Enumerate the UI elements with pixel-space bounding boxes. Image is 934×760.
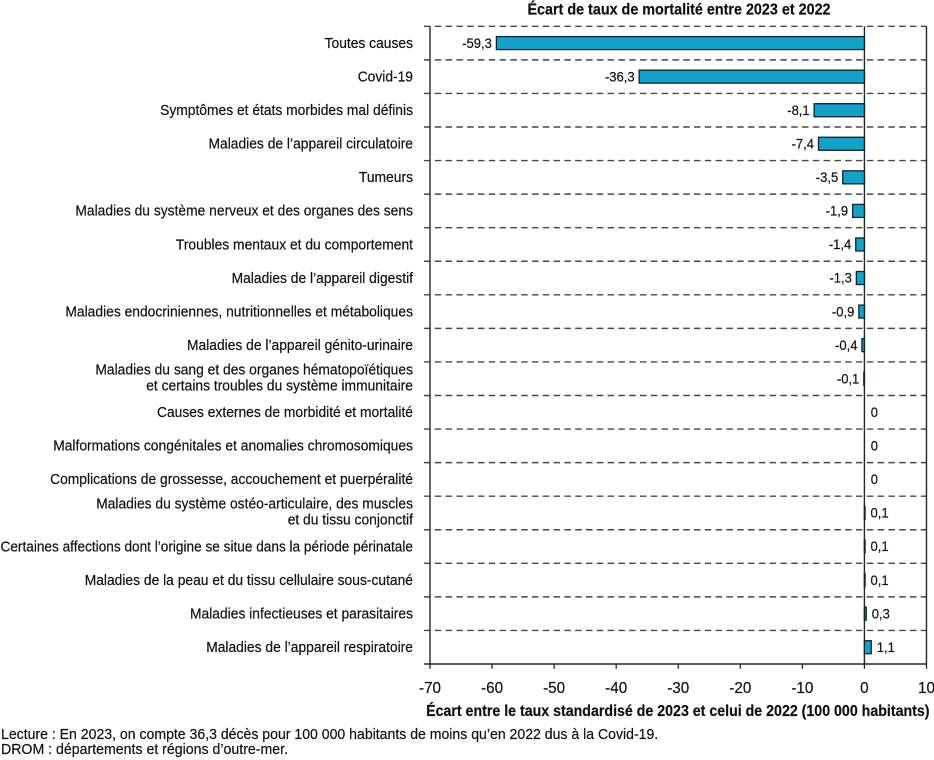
svg-text:-1,4: -1,4 [829,236,852,252]
svg-text:0,1: 0,1 [871,538,889,554]
svg-text:Écart entre le taux standardis: Écart entre le taux standardisé de 2023 … [426,703,929,720]
svg-text:-70: -70 [419,680,441,697]
svg-text:Maladies du sang et des organe: Maladies du sang et des organes hématopo… [95,361,413,378]
svg-text:0: 0 [871,404,878,420]
svg-text:Maladies du système ostéo-arti: Maladies du système ostéo-articulaire, d… [96,496,413,513]
svg-text:et du tissu conjonctif: et du tissu conjonctif [288,512,414,529]
svg-text:Tumeurs: Tumeurs [359,169,413,186]
svg-text:Troubles mentaux et du comport: Troubles mentaux et du comportement [176,236,414,253]
svg-text:0,1: 0,1 [871,572,889,588]
svg-text:-60: -60 [481,680,503,697]
svg-text:Maladies de l’appareil circula: Maladies de l’appareil circulatoire [209,136,414,153]
svg-text:0: 0 [860,680,869,697]
svg-text:Écart de taux de mortalité ent: Écart de taux de mortalité entre 2023 et… [527,0,830,19]
svg-text:Maladies endocriniennes, nutri: Maladies endocriniennes, nutritionnelles… [65,303,413,320]
svg-text:Maladies de la peau et du tiss: Maladies de la peau et du tissu cellulai… [85,572,413,589]
svg-text:-7,4: -7,4 [792,135,815,151]
svg-text:Causes externes de morbidité e: Causes externes de morbidité et mortalit… [157,404,413,421]
svg-text:Toutes causes: Toutes causes [325,35,413,52]
svg-text:Maladies de l’appareil respira: Maladies de l’appareil respiratoire [206,639,413,656]
svg-text:-59,3: -59,3 [462,35,492,51]
svg-text:Covid-19: Covid-19 [358,68,413,85]
svg-text:Symptômes et états morbides ma: Symptômes et états morbides mal définis [160,102,413,119]
svg-text:Maladies du système nerveux et: Maladies du système nerveux et des organ… [75,203,413,220]
svg-text:Maladies de l’appareil génito-: Maladies de l’appareil génito-urinaire [187,337,413,354]
svg-text:-20: -20 [729,680,751,697]
svg-text:10: 10 [918,680,934,697]
svg-text:0,3: 0,3 [872,605,890,621]
svg-text:et certains troubles du systèm: et certains troubles du système immunita… [146,377,413,394]
svg-text:Maladies de l’appareil digesti: Maladies de l’appareil digestif [232,270,414,287]
svg-text:Maladies infectieuses et paras: Maladies infectieuses et parasitaires [190,605,413,622]
svg-text:-40: -40 [605,680,627,697]
svg-text:-10: -10 [791,680,813,697]
svg-text:Malformations congénitales et: Malformations congénitales et anomalies … [53,438,413,455]
svg-text:-1,3: -1,3 [829,270,852,286]
svg-text:0: 0 [871,438,878,454]
svg-text:Lecture : En 2023, on compte 3: Lecture : En 2023, on compte 36,3 décès … [1,726,658,743]
svg-text:-36,3: -36,3 [605,68,635,84]
svg-text:0: 0 [871,471,878,487]
svg-text:-3,5: -3,5 [816,169,839,185]
svg-text:-50: -50 [543,680,565,697]
svg-text:1,1: 1,1 [877,639,895,655]
svg-text:-1,9: -1,9 [826,203,849,219]
svg-text:-0,9: -0,9 [832,303,855,319]
svg-text:-30: -30 [667,680,689,697]
svg-text:0,1: 0,1 [871,505,889,521]
svg-text:Certaines affections dont l’or: Certaines affections dont l’origine se s… [1,538,414,555]
svg-text:-0,1: -0,1 [837,370,860,386]
svg-text:Complications de grossesse, ac: Complications de grossesse, accouchement… [50,471,413,488]
svg-text:-0,4: -0,4 [835,337,858,353]
svg-text:DROM : départements et régions: DROM : départements et régions d’outre-m… [1,741,288,758]
svg-text:-8,1: -8,1 [787,102,810,118]
